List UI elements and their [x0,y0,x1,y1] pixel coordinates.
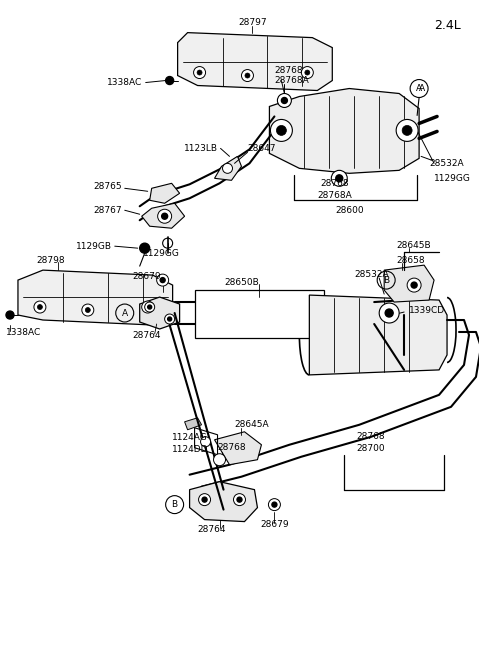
Circle shape [385,309,393,317]
Circle shape [396,119,418,141]
Text: 28532A: 28532A [354,270,389,278]
Circle shape [245,73,250,78]
Polygon shape [140,297,180,329]
Text: 28768: 28768 [356,432,385,441]
Polygon shape [142,203,185,228]
Text: 28647: 28647 [248,144,276,153]
Circle shape [281,98,288,103]
Circle shape [276,125,287,136]
Circle shape [241,69,253,81]
Circle shape [168,317,172,321]
Text: 28532A: 28532A [429,159,464,168]
Text: B: B [383,276,389,285]
Text: 28797: 28797 [238,18,267,27]
Text: B: B [171,500,178,509]
Polygon shape [18,270,173,325]
Text: 28645A: 28645A [235,421,269,429]
Text: 28768: 28768 [320,179,348,188]
Text: 1129GG: 1129GG [143,249,180,257]
Circle shape [272,502,277,507]
Circle shape [402,125,412,136]
Text: 28768: 28768 [275,66,303,75]
Circle shape [202,497,207,502]
Text: 1338AC: 1338AC [6,329,41,337]
Circle shape [166,77,174,84]
Polygon shape [309,295,447,375]
Polygon shape [150,183,180,203]
Text: 2.4L: 2.4L [433,18,460,31]
Circle shape [145,305,150,310]
Circle shape [148,305,152,309]
Circle shape [301,67,313,79]
Text: 28768: 28768 [217,443,246,452]
Polygon shape [384,265,434,302]
Polygon shape [178,33,332,90]
Circle shape [193,67,205,79]
Circle shape [162,214,168,219]
Text: 1129GB: 1129GB [76,242,112,251]
Polygon shape [190,481,257,521]
Circle shape [268,498,280,511]
Text: A: A [121,309,128,318]
Polygon shape [269,88,419,174]
Circle shape [407,278,421,292]
Text: 28768A: 28768A [317,191,352,200]
Text: 28679: 28679 [132,272,161,280]
Circle shape [160,278,165,282]
Text: 1339CD: 1339CD [409,305,445,314]
Text: 1124DD: 1124DD [172,445,208,454]
Text: A: A [419,84,425,93]
Text: 28765: 28765 [93,182,122,191]
Text: 1123LB: 1123LB [183,144,217,153]
Circle shape [214,454,226,466]
Circle shape [140,243,150,253]
Circle shape [336,175,343,182]
Circle shape [34,301,46,313]
Text: 1338AC: 1338AC [108,78,143,87]
Text: 1129GG: 1129GG [434,174,471,183]
Text: 28767: 28767 [93,206,122,215]
Circle shape [233,494,245,506]
Circle shape [6,311,14,319]
Text: 28764: 28764 [197,525,226,534]
Text: 28600: 28600 [335,206,363,215]
Circle shape [379,303,399,323]
Polygon shape [215,432,262,464]
Circle shape [142,301,154,313]
Polygon shape [215,157,241,180]
Text: 28764: 28764 [132,331,161,341]
Circle shape [331,170,347,186]
Circle shape [144,302,155,312]
Circle shape [277,94,291,107]
Circle shape [223,163,232,174]
Circle shape [199,494,211,506]
Circle shape [37,305,42,310]
Text: 28700: 28700 [356,444,385,453]
Circle shape [201,437,211,447]
Circle shape [165,314,175,324]
Polygon shape [185,418,202,430]
Circle shape [305,70,310,75]
Text: 28658: 28658 [396,255,425,265]
Circle shape [411,282,417,288]
Circle shape [237,497,242,502]
Text: 1124AG: 1124AG [172,433,207,442]
Polygon shape [194,290,324,338]
Text: 28768A: 28768A [275,76,309,85]
Text: 28679: 28679 [260,520,289,529]
Text: 28798: 28798 [36,255,64,265]
Circle shape [85,308,90,312]
Circle shape [270,119,292,141]
Text: 28650B: 28650B [225,278,259,287]
Text: A: A [416,84,422,93]
Circle shape [197,70,202,75]
Circle shape [156,274,168,286]
Circle shape [157,209,172,223]
Circle shape [82,304,94,316]
Text: 28645B: 28645B [396,240,431,250]
